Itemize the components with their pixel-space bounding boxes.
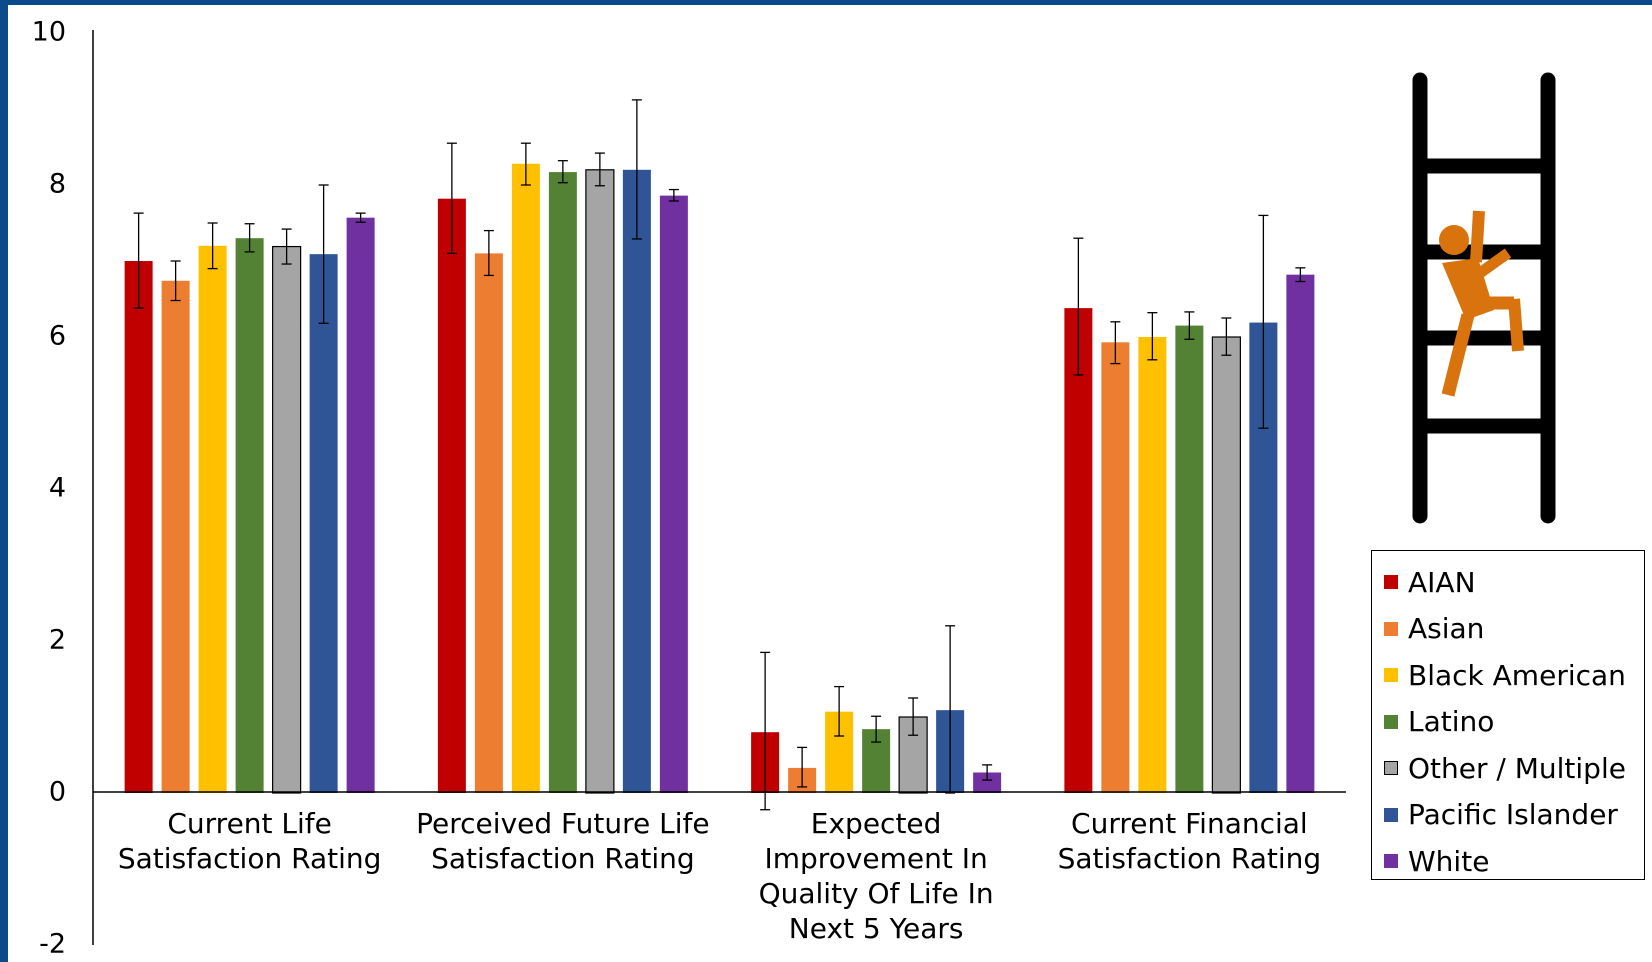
bar — [622, 169, 651, 794]
legend-swatch — [1384, 761, 1398, 776]
y-tick-label: -2 — [39, 929, 66, 960]
y-tick-label: 4 — [49, 473, 66, 504]
bar — [659, 195, 688, 793]
legend-label: Asian — [1408, 612, 1485, 646]
y-tick-label: 6 — [49, 321, 66, 352]
chart-frame: 10 8 6 4 2 0 -2 Current Life Satisfaction Ratin… — [8, 5, 1652, 962]
category-label-line: Satisfaction Rating — [431, 842, 695, 875]
bar — [511, 163, 540, 794]
bar — [1286, 274, 1315, 793]
bar — [161, 280, 190, 793]
y-tick-label: 8 — [49, 169, 66, 200]
legend-swatch — [1384, 575, 1398, 590]
legend-label: Latino — [1408, 705, 1495, 739]
bar — [1138, 337, 1167, 793]
bar — [973, 772, 1002, 793]
legend-swatch — [1384, 668, 1398, 683]
legend-item-aian: AIAN — [1372, 559, 1644, 606]
y-tick-label: 2 — [49, 625, 66, 656]
bars-layer — [124, 163, 1315, 794]
bar — [548, 172, 577, 793]
legend-label: Pacific Islander — [1408, 798, 1618, 832]
category-label-line: Satisfaction Rating — [1058, 842, 1322, 875]
bar — [437, 198, 466, 793]
legend-swatch — [1384, 621, 1398, 636]
person-climbing-ladder-icon — [1412, 72, 1556, 524]
y-tick-labels: 10 8 6 4 2 0 -2 — [32, 17, 66, 960]
category-label-line: Next 5 Years — [789, 912, 964, 945]
legend-item-latino: Latino — [1372, 699, 1644, 746]
bar — [1175, 325, 1204, 793]
legend-label: White — [1408, 844, 1490, 878]
bar — [198, 245, 227, 794]
category-label-line: Current Life — [167, 807, 332, 840]
legend-item-asian: Asian — [1372, 606, 1644, 653]
error-bars-layer — [133, 99, 1306, 811]
category-label-line: Satisfaction Rating — [118, 842, 382, 875]
legend-swatch — [1384, 807, 1398, 822]
axes-layer — [92, 30, 1346, 945]
bar — [272, 245, 302, 794]
bar — [474, 253, 503, 793]
legend-label: Other / Multiple — [1408, 751, 1626, 785]
legend-item-pacific-islander: Pacific Islander — [1372, 792, 1644, 839]
bar — [898, 716, 928, 794]
bar — [124, 261, 153, 793]
bar — [585, 169, 615, 794]
legend-item-black-american: Black American — [1372, 652, 1644, 699]
bar — [309, 254, 338, 793]
bar — [1101, 342, 1130, 793]
legend: AIAN Asian Black American Latino Other /… — [1371, 550, 1645, 880]
bar — [346, 217, 375, 793]
legend-swatch — [1384, 714, 1398, 729]
legend-item-other-multiple: Other / Multiple — [1372, 745, 1644, 792]
category-label-line: Expected — [811, 807, 942, 840]
legend-label: AIAN — [1408, 565, 1476, 599]
legend-label: Black American — [1408, 658, 1626, 692]
category-label-line: Improvement In — [764, 842, 987, 875]
bar — [235, 238, 264, 793]
y-tick-label: 10 — [32, 17, 66, 48]
category-label-line: Current Financial — [1071, 807, 1308, 840]
bar — [1064, 308, 1093, 793]
legend-swatch — [1384, 854, 1398, 869]
category-label-line: Quality Of Life In — [759, 877, 994, 910]
legend-item-white: White — [1372, 838, 1644, 885]
category-label-line: Perceived Future Life — [416, 807, 709, 840]
y-tick-label: 0 — [49, 777, 66, 808]
bar — [1211, 336, 1241, 794]
